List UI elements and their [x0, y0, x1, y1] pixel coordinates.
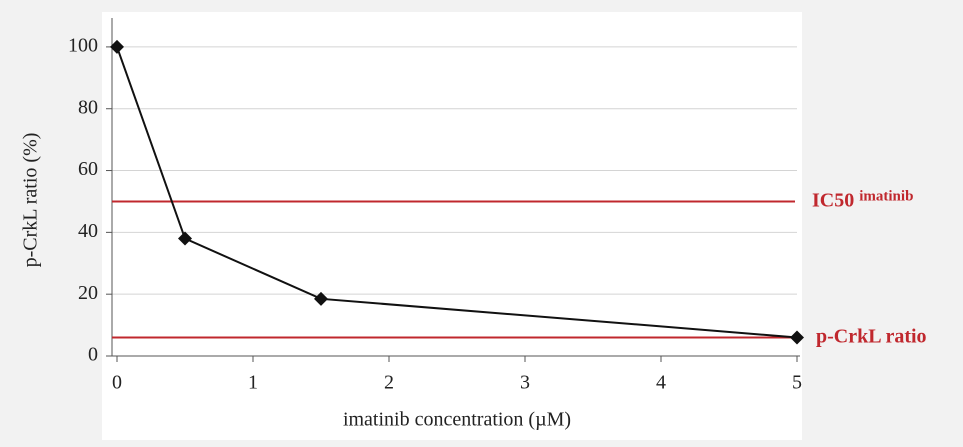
reference-label-subscript: imatinib — [859, 189, 913, 205]
x-tick-label: 1 — [248, 372, 258, 394]
reference-label: p-CrkL ratio — [816, 325, 927, 347]
x-axis-label: imatinib concentration (µM) — [343, 409, 571, 431]
y-tick-label: 60 — [78, 158, 98, 180]
data-marker — [790, 330, 804, 345]
data-marker — [314, 291, 328, 306]
y-tick-label: 100 — [68, 35, 98, 57]
x-tick-label: 2 — [384, 372, 394, 394]
reference-label-text: IC50 — [812, 189, 854, 211]
data-marker — [110, 39, 124, 54]
plot-background — [102, 12, 802, 440]
data-marker — [178, 231, 192, 246]
y-tick-label: 20 — [78, 282, 98, 304]
reference-label-text: p-CrkL ratio — [816, 325, 927, 347]
x-tick-label: 5 — [792, 372, 802, 394]
reference-label: IC50 imatinib — [812, 189, 913, 211]
y-tick-label: 40 — [78, 220, 98, 242]
x-tick-label: 4 — [656, 372, 666, 394]
x-tick-label: 0 — [112, 372, 122, 394]
y-tick-label: 80 — [78, 96, 98, 118]
y-tick-label: 0 — [88, 344, 98, 366]
x-tick-label: 3 — [520, 372, 530, 394]
y-axis-label: p-CrkL ratio (%) — [20, 133, 42, 268]
data-line — [116, 46, 798, 339]
